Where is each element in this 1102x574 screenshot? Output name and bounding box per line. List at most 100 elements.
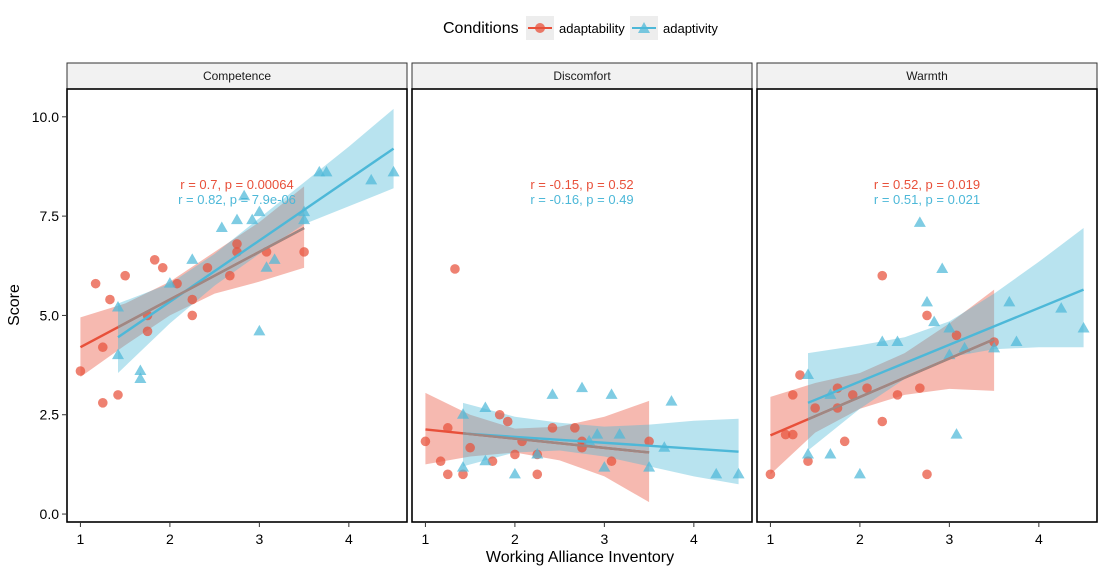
x-tick-label: 4 (345, 531, 353, 547)
fit-line-overlap (807, 338, 995, 421)
data-point-adaptivity (643, 461, 656, 472)
confidence-band-adaptability (770, 289, 995, 475)
data-point-adaptivity (613, 428, 626, 439)
data-point-adaptability (892, 390, 903, 400)
data-point-adaptability (922, 469, 932, 480)
legend-key-adaptability-marker (535, 23, 545, 33)
correlation-annotation-adaptivity: r = -0.16, p = 0.49 (530, 192, 633, 207)
data-point-adaptivity (112, 300, 124, 312)
x-axes: 1 2 3 4 1 2 3 4 1 2 3 4 (77, 522, 1043, 547)
data-point-adaptability (606, 456, 617, 467)
data-point-adaptability (787, 390, 798, 400)
data-point-adaptivity (988, 341, 1001, 353)
correlation-annotation-adaptivity: r = 0.82, p = 7.9e-06 (178, 192, 296, 207)
x-tick-label: 3 (255, 531, 263, 547)
data-point-adaptivity (112, 348, 124, 360)
data-point-adaptability (202, 262, 213, 273)
data-point-adaptivity (215, 221, 228, 233)
confidence-band-adaptivity (808, 228, 1084, 451)
data-point-adaptability (105, 294, 115, 305)
data-point-adaptability (510, 449, 520, 460)
fit-line-overlap (117, 226, 305, 329)
fit-line-overlap (462, 432, 650, 454)
data-point-adaptivity (605, 388, 618, 399)
data-point-adaptivity (260, 261, 273, 272)
facet-strip-label: Competence (203, 69, 271, 83)
x-tick-label: 1 (422, 531, 430, 547)
data-point-adaptability (442, 423, 453, 433)
data-point-adaptability (465, 442, 475, 453)
x-axis-label: Working Alliance Inventory (486, 549, 674, 566)
data-point-adaptivity (253, 205, 266, 217)
data-point-adaptability (922, 310, 932, 321)
data-point-adaptability (795, 370, 805, 380)
facet-strip (756, 62, 1098, 90)
y-tick-label: 10.0 (32, 109, 59, 125)
x-tick-label: 2 (166, 531, 174, 547)
data-point-adaptability (915, 383, 925, 393)
correlation-annotation-adaptability: r = -0.15, p = 0.52 (530, 177, 633, 192)
data-point-adaptivity (1055, 302, 1068, 313)
data-point-adaptivity (950, 428, 963, 439)
data-point-adaptivity (665, 395, 678, 406)
data-point-adaptivity (921, 295, 933, 307)
data-point-adaptability (187, 294, 198, 305)
data-point-adaptivity (1003, 295, 1016, 307)
data-point-adaptivity (598, 461, 611, 472)
data-point-adaptability (113, 390, 123, 400)
data-point-adaptability (877, 416, 888, 427)
x-tick-label: 2 (856, 531, 864, 547)
data-point-adaptivity (1077, 322, 1090, 333)
data-point-adaptability (810, 403, 820, 413)
x-tick-label: 1 (77, 531, 85, 547)
data-point-adaptivity (732, 467, 745, 479)
facet-strip (411, 62, 753, 90)
data-point-adaptability (157, 262, 168, 273)
data-point-adaptability (839, 436, 850, 447)
data-point-adaptivity (246, 213, 259, 225)
data-point-adaptability (951, 330, 962, 341)
data-point-adaptivity (134, 364, 147, 376)
confidence-band-adaptability (425, 392, 650, 503)
fit-line-adaptivity (807, 288, 1085, 404)
data-point-adaptability (442, 469, 453, 480)
data-point-adaptability (877, 270, 888, 281)
x-tick-label: 3 (945, 531, 953, 547)
data-point-adaptability (120, 270, 130, 281)
data-point-adaptivity (253, 324, 266, 336)
data-point-adaptability (225, 270, 235, 281)
correlation-annotation-adaptivity: r = 0.51, p = 0.021 (874, 192, 980, 207)
data-point-adaptivity (163, 277, 176, 288)
data-point-adaptivity (802, 447, 814, 459)
data-point-adaptivity (853, 467, 866, 479)
data-point-adaptability (787, 429, 798, 440)
data-point-adaptability (450, 264, 460, 274)
data-point-adaptivity (891, 335, 904, 347)
x-tick-label: 4 (1035, 531, 1043, 547)
data-point-adaptivity (913, 216, 926, 227)
data-point-adaptivity (710, 467, 723, 479)
data-point-adaptivity (531, 447, 544, 459)
data-point-adaptivity (1010, 335, 1023, 347)
data-point-adaptability (765, 469, 776, 480)
legend-key-adaptivity-marker (638, 22, 650, 33)
facet-strip-label: Discomfort (553, 69, 611, 83)
y-tick-label: 5.0 (40, 307, 60, 323)
data-point-adaptability (644, 436, 654, 447)
data-point-adaptability (847, 390, 858, 400)
legend-label-adaptivity: adaptivity (663, 21, 718, 36)
data-point-adaptability (435, 456, 446, 467)
facet-strip (66, 62, 408, 90)
data-point-adaptability (570, 423, 580, 433)
data-point-adaptivity (457, 408, 469, 419)
data-point-adaptivity (802, 368, 814, 380)
data-point-adaptivity (479, 454, 492, 466)
data-point-adaptability (420, 436, 431, 447)
data-point-adaptability (494, 409, 505, 420)
data-point-adaptability (547, 423, 558, 433)
fit-line-adaptivity (462, 432, 739, 453)
